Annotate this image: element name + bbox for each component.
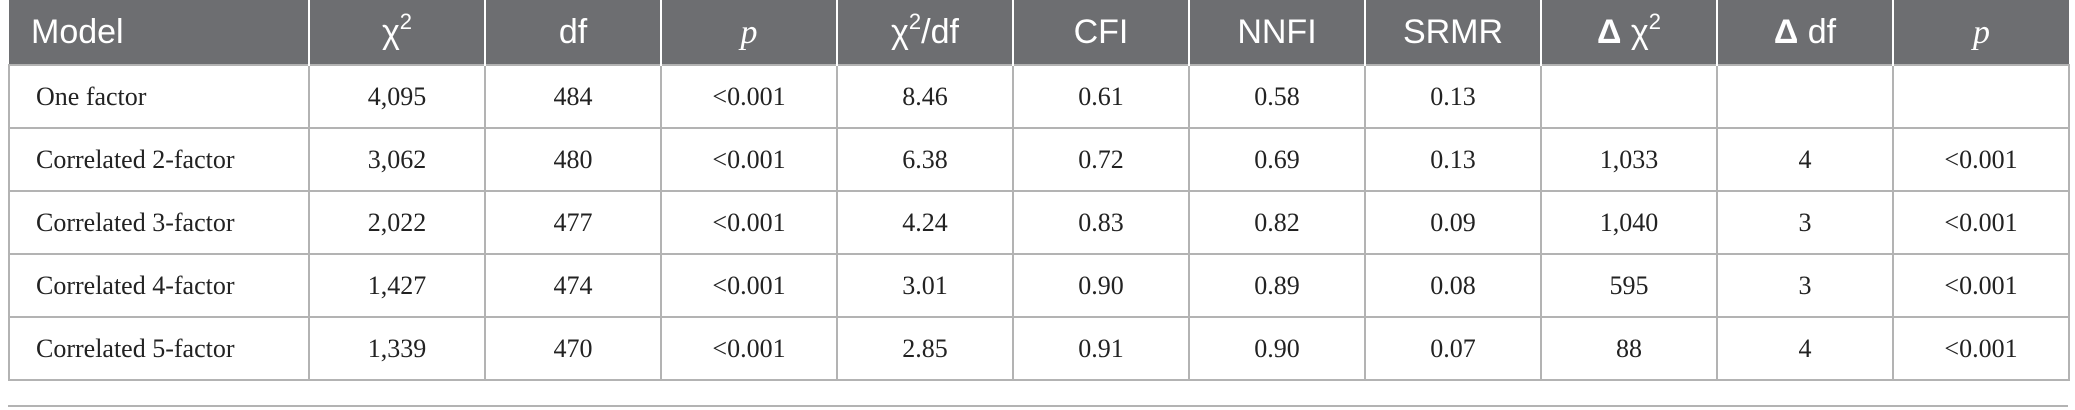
cell-nnfi: 0.90 (1188, 316, 1366, 381)
cell-p-difference: <0.001 (1892, 316, 2070, 381)
table-row: One factor 4,095 484 <0.001 8.46 0.61 0.… (8, 64, 2070, 129)
cell-df: 470 (484, 316, 662, 381)
cell-model: Correlated 5-factor (8, 316, 310, 381)
cell-delta-df: 4 (1716, 127, 1894, 192)
cell-chi-square-over-df: 4.24 (836, 190, 1014, 255)
cell-nnfi: 0.82 (1188, 190, 1366, 255)
cell-delta-df: 3 (1716, 253, 1894, 318)
cell-p-difference: <0.001 (1892, 190, 2070, 255)
table-row: Correlated 5-factor 1,339 470 <0.001 2.8… (8, 316, 2070, 381)
cell-model: Correlated 3-factor (8, 190, 310, 255)
model-fit-table: Model χ2 df p χ2/df CFI NNFI SRMR Δ χ2 Δ… (8, 0, 2070, 381)
cell-nnfi: 0.89 (1188, 253, 1366, 318)
cell-delta-chi-square: 595 (1540, 253, 1718, 318)
cell-df: 480 (484, 127, 662, 192)
cell-chi-square: 1,339 (308, 316, 486, 381)
fit-table-container: Model χ2 df p χ2/df CFI NNFI SRMR Δ χ2 Δ… (8, 0, 2070, 381)
cell-chi-square-over-df: 8.46 (836, 64, 1014, 129)
cell-delta-chi-square: 88 (1540, 316, 1718, 381)
cell-srmr: 0.09 (1364, 190, 1542, 255)
cell-df: 474 (484, 253, 662, 318)
cell-delta-chi-square: 1,040 (1540, 190, 1718, 255)
cell-p-difference: <0.001 (1892, 127, 2070, 192)
cell-chi-square: 1,427 (308, 253, 486, 318)
cell-p: <0.001 (660, 316, 838, 381)
cell-p: <0.001 (660, 253, 838, 318)
header-p: p (661, 0, 838, 65)
cell-chi-square-over-df: 2.85 (836, 316, 1014, 381)
cell-chi-square-over-df: 6.38 (836, 127, 1014, 192)
cell-model: Correlated 2-factor (8, 127, 310, 192)
header-p-difference: p (1893, 0, 2069, 65)
header-df: df (485, 0, 662, 65)
cell-chi-square: 4,095 (308, 64, 486, 129)
header-delta-chi-square: Δ χ2 (1541, 0, 1718, 65)
cell-srmr: 0.13 (1364, 127, 1542, 192)
cell-df: 484 (484, 64, 662, 129)
header-row: Model χ2 df p χ2/df CFI NNFI SRMR Δ χ2 Δ… (9, 0, 2069, 65)
table-bottom-rule (8, 405, 2068, 407)
cell-cfi: 0.91 (1012, 316, 1190, 381)
cell-cfi: 0.72 (1012, 127, 1190, 192)
cell-p: <0.001 (660, 127, 838, 192)
header-delta-df: Δ df (1717, 0, 1894, 65)
cell-cfi: 0.83 (1012, 190, 1190, 255)
cell-df: 477 (484, 190, 662, 255)
header-srmr: SRMR (1365, 0, 1542, 65)
cell-srmr: 0.08 (1364, 253, 1542, 318)
cell-cfi: 0.61 (1012, 64, 1190, 129)
cell-delta-df: 3 (1716, 190, 1894, 255)
table-row: Correlated 4-factor 1,427 474 <0.001 3.0… (8, 253, 2070, 318)
header-chi-square-over-df: χ2/df (837, 0, 1014, 65)
cell-delta-df: 4 (1716, 316, 1894, 381)
cell-model: Correlated 4-factor (8, 253, 310, 318)
header-chi-square: χ2 (309, 0, 486, 65)
table-row: Correlated 3-factor 2,022 477 <0.001 4.2… (8, 190, 2070, 255)
table-row: Correlated 2-factor 3,062 480 <0.001 6.3… (8, 127, 2070, 192)
cell-srmr: 0.13 (1364, 64, 1542, 129)
cell-delta-df (1716, 64, 1894, 129)
cell-srmr: 0.07 (1364, 316, 1542, 381)
cell-p-difference: <0.001 (1892, 253, 2070, 318)
cell-nnfi: 0.58 (1188, 64, 1366, 129)
cell-chi-square: 2,022 (308, 190, 486, 255)
cell-delta-chi-square: 1,033 (1540, 127, 1718, 192)
cell-cfi: 0.90 (1012, 253, 1190, 318)
header-cfi: CFI (1013, 0, 1190, 65)
cell-p: <0.001 (660, 190, 838, 255)
header-model: Model (9, 0, 310, 65)
cell-nnfi: 0.69 (1188, 127, 1366, 192)
cell-delta-chi-square (1540, 64, 1718, 129)
header-nnfi: NNFI (1189, 0, 1366, 65)
cell-p-difference (1892, 64, 2070, 129)
cell-p: <0.001 (660, 64, 838, 129)
cell-chi-square: 3,062 (308, 127, 486, 192)
cell-model: One factor (8, 64, 310, 129)
cell-chi-square-over-df: 3.01 (836, 253, 1014, 318)
